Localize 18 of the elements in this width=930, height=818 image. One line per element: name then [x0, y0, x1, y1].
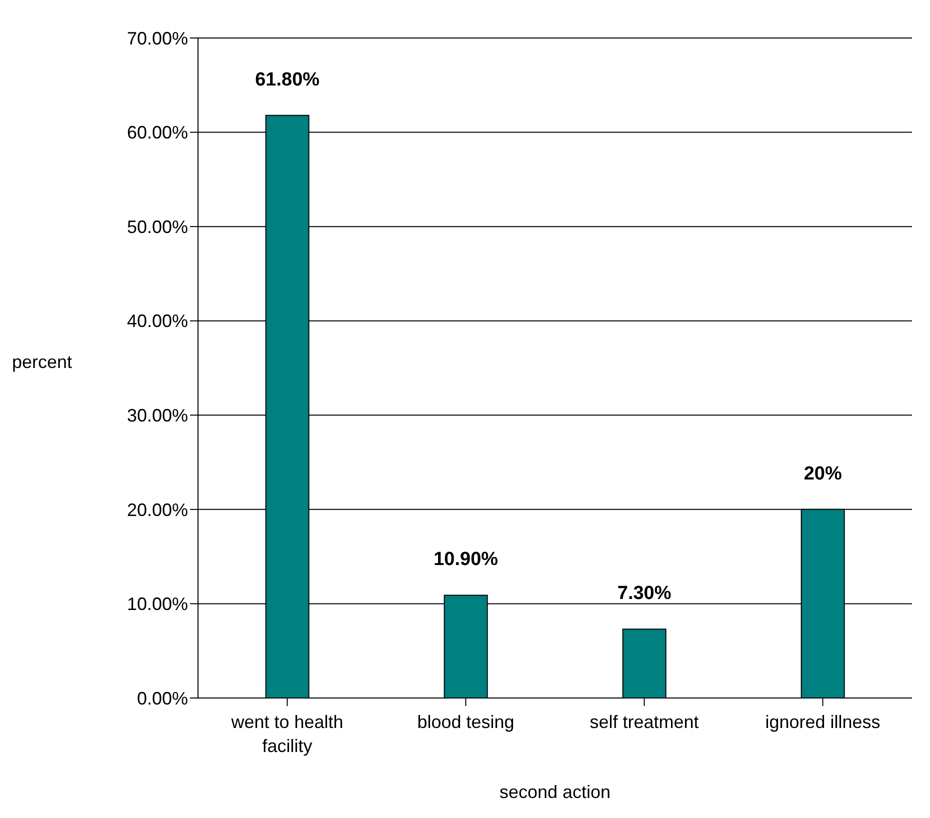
y-tick-label: 70.00%: [126, 28, 188, 48]
x-axis-title: second action: [499, 782, 611, 802]
data-label: 10.90%: [434, 549, 498, 570]
x-tick-label: self treatment: [590, 712, 699, 732]
y-tick-label: 40.00%: [126, 311, 188, 332]
y-tick-label: 0.00%: [136, 688, 188, 708]
y-tick-label: 20.00%: [126, 500, 188, 520]
y-tick-label: 60.00%: [126, 122, 188, 143]
data-label: 20%: [804, 463, 842, 484]
y-tick-label: 10.00%: [126, 594, 188, 614]
y-tick-label: 30.00%: [126, 406, 188, 426]
y-axis-title: percent: [12, 352, 72, 372]
data-label: 7.30%: [617, 583, 672, 604]
x-tick-label: ignored illness: [765, 712, 880, 732]
x-tick-label: went to health facility: [230, 712, 344, 756]
x-tick-label: blood tesing: [417, 712, 514, 732]
data-label: 61.80%: [255, 69, 320, 90]
y-tick-label: 50.00%: [126, 216, 188, 237]
